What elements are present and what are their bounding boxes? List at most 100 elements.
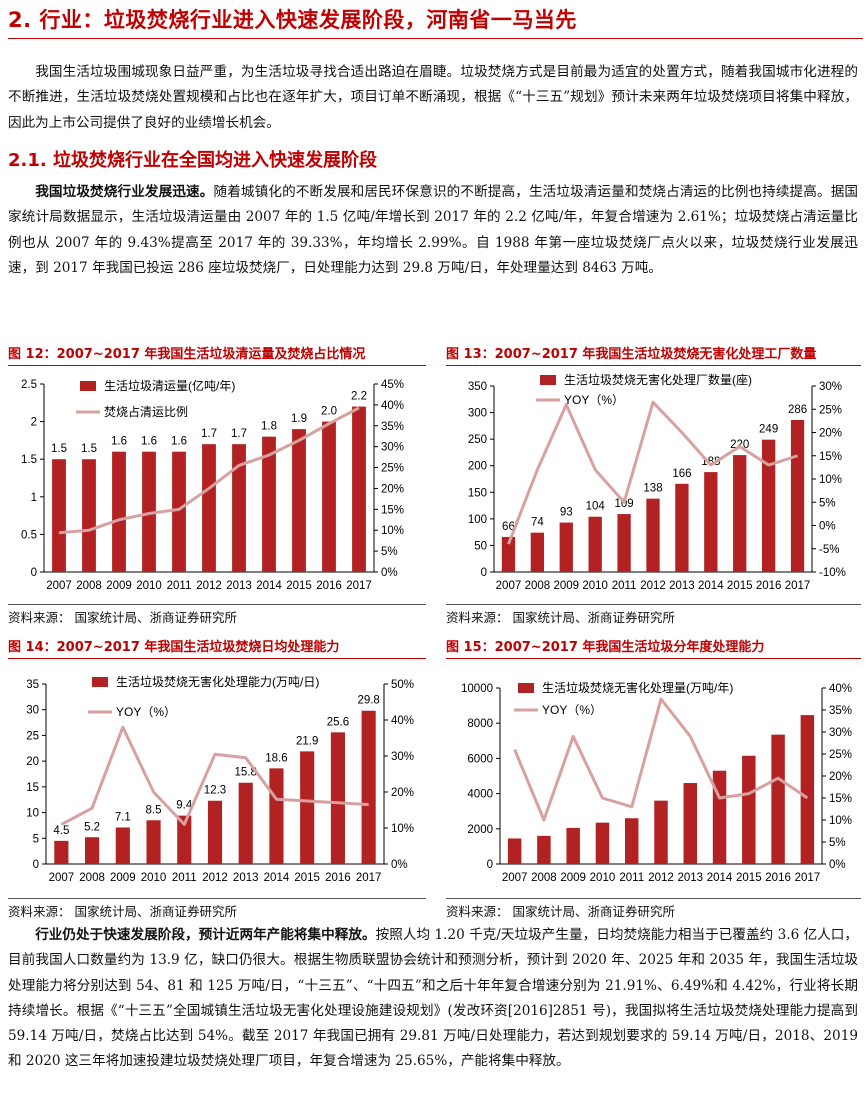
legend-bar-swatch [540,375,556,385]
bar-data-label: 21.9 [296,735,318,747]
y-tick-label: 4000 [467,789,493,801]
x-tick-label: 2017 [795,872,821,884]
y-tick-label: 15 [26,782,39,794]
bar-2009 [559,522,573,572]
series-line-yoy [507,400,799,545]
legend-bar-label: 生活垃圾焚烧无害化处理能力(万吨/日) [116,674,319,689]
x-tick-label: 2008 [76,580,102,592]
bar-2015 [300,751,315,864]
bar-2010 [588,516,602,572]
x-tick-label: 2015 [736,872,762,884]
x-tick-label: 2007 [49,872,75,884]
y2-tick-label: 30% [829,727,852,739]
y-tick-label: 10000 [461,683,493,695]
y2-tick-label: 20% [391,787,414,799]
x-tick-label: 2012 [648,872,674,884]
chart-source-14: 资料来源： 国家统计局、浙商证券研究所 [8,898,426,920]
x-tick-label: 2016 [325,872,351,884]
x-tick-label: 2007 [502,872,528,884]
bar-data-label: 4.5 [53,825,69,837]
paragraph-1: 我国垃圾焚烧行业发展迅速。随着城镇化的不断发展和居民环保意识的不断提高，生活垃圾… [8,180,858,281]
bar-data-label: 1.6 [171,436,187,448]
y2-tick-label: 50% [391,679,414,691]
page-heading: 2. 行业：垃圾焚烧行业进入快速发展阶段，河南省一马当先 [8,4,863,39]
legend-bar-swatch [518,683,534,693]
bar-2011 [177,815,192,864]
bar-2008 [85,837,100,864]
y-tick-label: 25 [26,730,39,742]
bar-2013 [238,782,253,864]
x-tick-label: 2010 [582,580,608,592]
bar-data-label: 1.8 [261,421,277,433]
bar-2013 [232,444,246,572]
bar-2015 [742,755,756,864]
y-tick-label: 1.5 [21,454,37,466]
chart-13: 0 50 100 150 200 250 300 350 -10% -5% 0% 5% 10% 15% 20… [468,372,846,592]
bar-2017 [352,406,366,572]
bar-2007 [501,536,516,572]
x-tick-label: 2007 [496,580,522,592]
chart-title-15: 图 15：2007~2017 年我国生活垃圾分年度处理能力 [446,636,861,659]
bar-2009 [112,451,126,572]
x-tick-label: 2011 [167,580,192,592]
x-tick-label: 2016 [756,580,782,592]
chart-source-12: 资料来源： 国家统计局、浙商证券研究所 [8,604,426,626]
y-tick-label: 30 [26,705,39,717]
chart-12: 0 0.5 1 1.5 2 2.5 0% 5% 10% 15% 20% 25% 30% 35% 40% 45%… [21,378,404,592]
y-tick-label: 2 [31,417,37,429]
y-tick-label: 6000 [467,753,493,765]
legend-line-label: 焚烧占清运比例 [104,404,188,419]
bar-data-label: 1.6 [111,436,127,448]
paragraph-2-lead: 行业仍处于快速发展阶段，预计近两年产能将集中释放。 [35,927,376,943]
x-tick-label: 2014 [698,580,724,592]
legend-bar-swatch [80,381,96,391]
y2-tick-label: 0% [829,859,846,871]
bar-data-label: 8.5 [146,804,162,816]
bar-2016 [761,439,776,572]
bar-2015 [733,455,747,572]
y2-tick-label: 0% [819,521,836,533]
y-tick-label: 1 [31,492,37,504]
x-tick-label: 2009 [553,580,579,592]
y2-tick-label: 5% [829,837,846,849]
x-tick-label: 2016 [765,872,791,884]
y-tick-label: 0 [31,567,37,579]
x-tick-label: 2014 [264,872,290,884]
y2-tick-label: 40% [391,715,414,727]
x-tick-label: 2014 [707,872,733,884]
y2-tick-label: -10% [819,567,846,579]
x-tick-label: 2007 [46,580,72,592]
x-tick-label: 2017 [346,580,372,592]
bar-data-label: 109 [614,498,633,510]
y2-tick-label: 10% [819,474,842,486]
bar-2016 [322,421,336,572]
bar-data-label: 7.1 [115,811,131,823]
x-tick-label: 2010 [136,580,162,592]
y-tick-label: 5 [33,833,39,845]
y-tick-label: 0.5 [21,529,37,541]
legend-line-label: YOY（%） [542,703,602,717]
x-tick-label: 2010 [141,872,167,884]
bar-2013 [683,783,698,864]
y2-tick-label: 5% [819,497,836,509]
bar-data-label: 18.6 [265,752,287,764]
x-tick-label: 2015 [727,580,753,592]
y2-tick-label: 5% [381,546,398,558]
chart-title-14: 图 14：2007~2017 年我国生活垃圾焚烧日均处理能力 [8,636,426,659]
bar-2012 [207,800,223,864]
x-tick-label: 2016 [316,580,342,592]
paragraph-2: 行业仍处于快速发展阶段，预计近两年产能将集中释放。按照人均 1.20 千克/天垃… [8,923,858,1075]
bar-2017 [361,710,376,864]
bar-2011 [624,818,639,864]
y2-tick-label: 30% [819,381,842,393]
y2-tick-label: 20% [819,428,842,440]
x-tick-label: 2013 [669,580,695,592]
chart-source-15: 资料来源： 国家统计局、浙商证券研究所 [446,898,861,920]
x-tick-label: 2010 [590,872,616,884]
x-tick-label: 2012 [202,872,228,884]
bar-data-label: 1.5 [81,443,97,455]
bar-data-label: 1.5 [51,443,67,455]
y2-tick-label: 45% [381,379,404,391]
x-tick-label: 2017 [785,580,811,592]
legend-bar-label: 生活垃圾清运量(亿吨/年) [104,378,235,393]
